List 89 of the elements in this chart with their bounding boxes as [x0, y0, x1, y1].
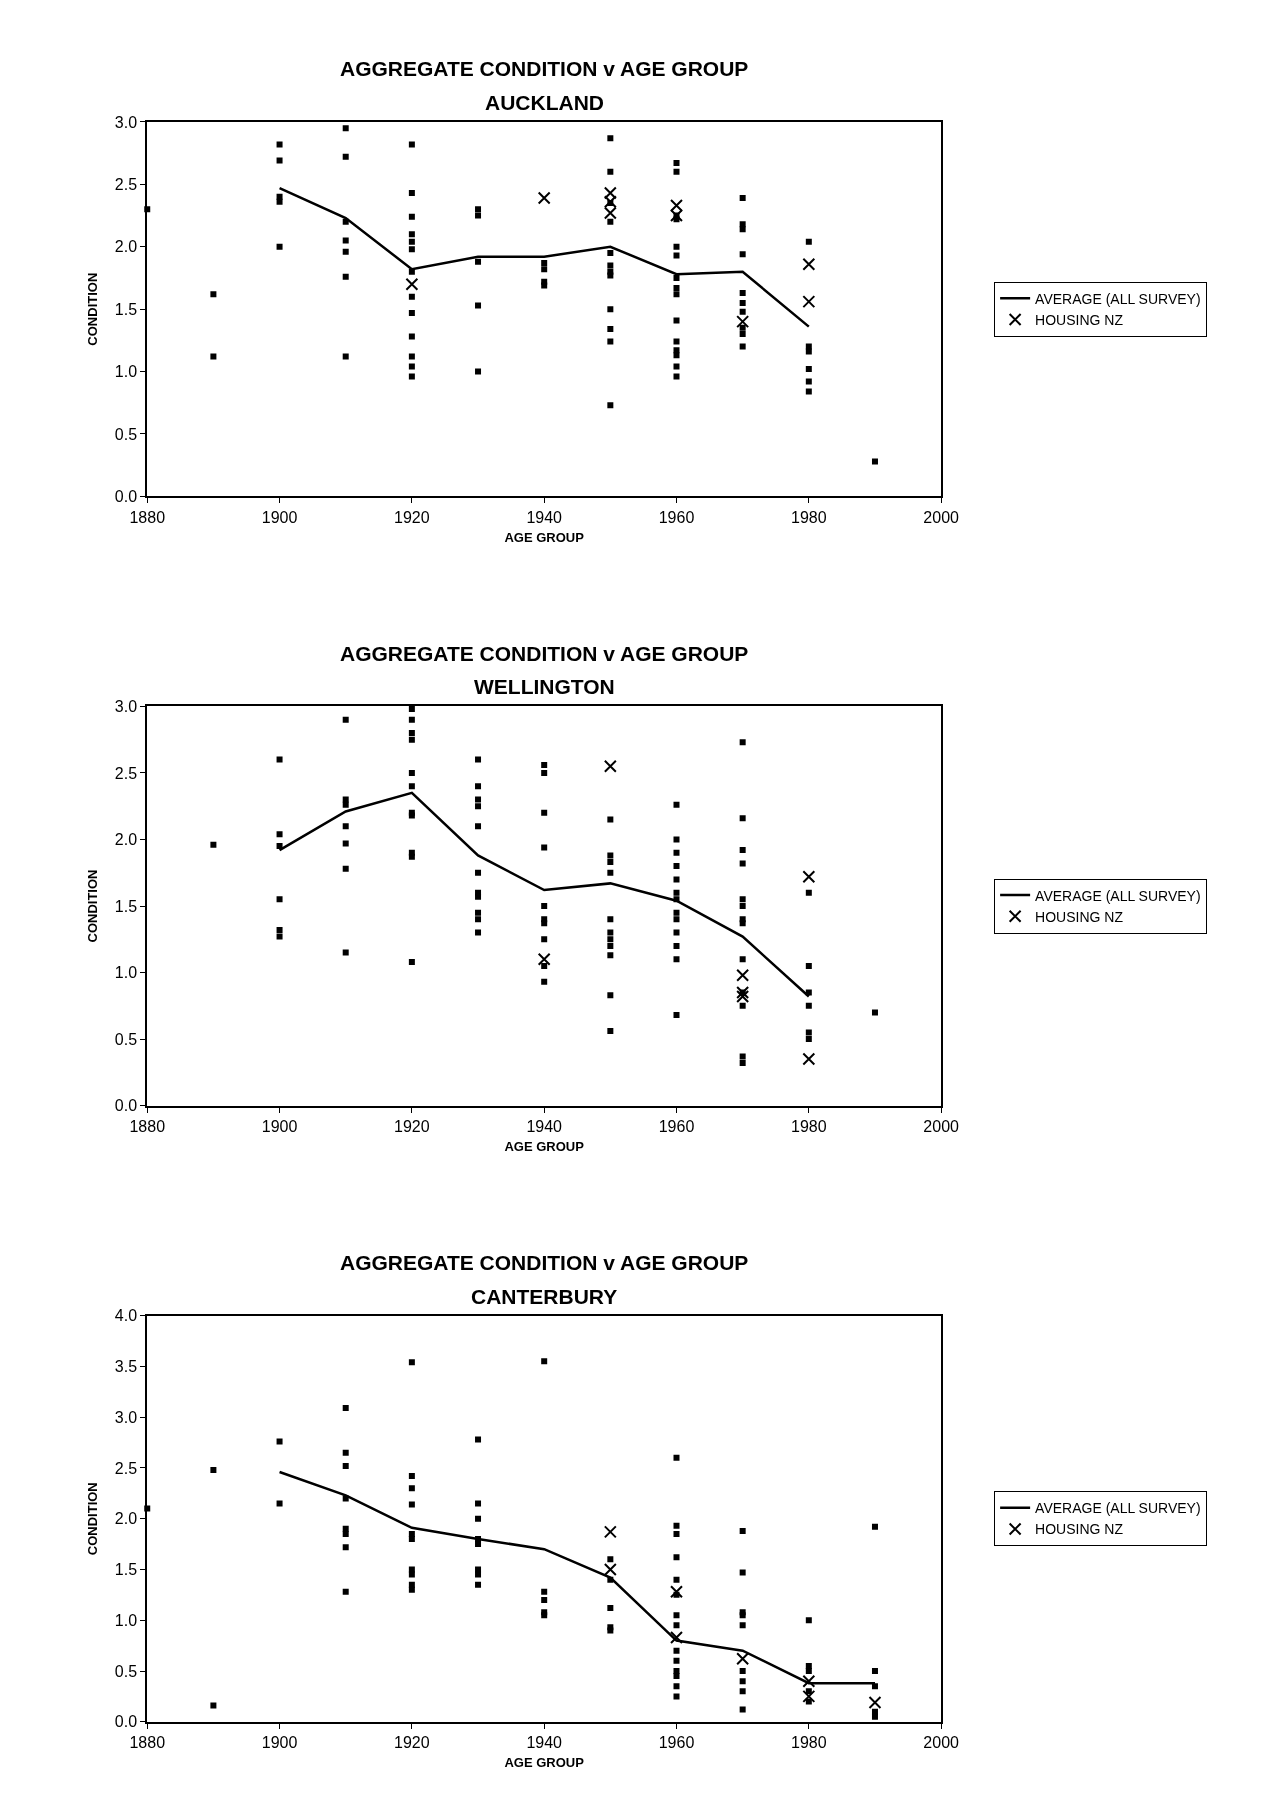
chart-title: AGGREGATE CONDITION v AGE GROUP — [340, 642, 749, 665]
y-tick-label: 3.0 — [114, 113, 138, 131]
point — [736, 1652, 750, 1666]
chart-subtitle: CANTERBURY — [471, 1285, 618, 1308]
x-tick-label: 1980 — [791, 508, 827, 526]
y-tick-label: 1.0 — [114, 964, 138, 982]
y-tick-label: 1.0 — [114, 1611, 138, 1629]
x-axis-title: AGE GROUP — [504, 1755, 585, 1771]
y-tick-label: 0.0 — [114, 487, 138, 505]
point — [802, 1052, 816, 1066]
chart-title: AGGREGATE CONDITION v AGE GROUP — [340, 57, 749, 80]
legend-label: HOUSING NZ — [1035, 1521, 1124, 1538]
point — [670, 1585, 683, 1599]
y-axis-title: CONDITION — [85, 1482, 101, 1556]
x-tick-label: 1900 — [261, 1117, 298, 1135]
x-tick-label: 2000 — [923, 1733, 960, 1751]
y-tick-label: 2.5 — [114, 764, 138, 782]
y-tick-label: 0.5 — [114, 1662, 138, 1680]
x-axis-title: AGE GROUP — [504, 529, 585, 545]
y-tick-label: 2.0 — [114, 831, 138, 849]
y-axis-title: CONDITION — [85, 869, 101, 943]
y-axis-title: CONDITION — [85, 272, 101, 346]
x-tick-label: 1980 — [791, 1733, 827, 1751]
point — [670, 199, 683, 213]
point — [537, 952, 551, 966]
line-series — [278, 791, 811, 998]
point — [802, 870, 816, 884]
point — [736, 986, 750, 999]
point — [736, 968, 750, 982]
point — [603, 1562, 617, 1576]
x-tick-label: 1940 — [526, 1117, 563, 1135]
point — [670, 1631, 683, 1645]
point — [603, 759, 617, 773]
x-tick-label: 1900 — [261, 1733, 298, 1751]
y-tick-label: 1.5 — [114, 300, 138, 318]
y-tick-label: 3.5 — [114, 1358, 138, 1375]
point — [736, 989, 750, 1003]
chart-subtitle: WELLINGTON — [474, 675, 615, 698]
y-tick-label: 2.5 — [114, 1459, 138, 1477]
y-tick-label: 0.5 — [114, 1030, 138, 1048]
point — [802, 257, 816, 271]
point — [670, 209, 683, 223]
x-tick-label: 1960 — [658, 1117, 695, 1135]
x-tick-label: 1960 — [658, 508, 695, 526]
y-tick-label: 3.0 — [114, 697, 138, 715]
chart-subtitle: AUCKLAND — [485, 91, 604, 114]
x-tick-label: 1980 — [791, 1117, 827, 1135]
x-tick-label: 1920 — [394, 508, 430, 526]
y-tick-label: 1.5 — [114, 1561, 138, 1579]
y-tick-label: 0.0 — [114, 1713, 138, 1731]
chart-title: AGGREGATE CONDITION v AGE GROUP — [340, 1251, 749, 1274]
point — [802, 1674, 816, 1688]
point — [603, 186, 617, 200]
legend-label: HOUSING NZ — [1035, 908, 1124, 925]
x-tick-label: 1880 — [129, 1733, 166, 1751]
y-tick-label: 4.0 — [114, 1307, 138, 1325]
y-tick-label: 2.0 — [114, 1510, 138, 1528]
y-tick-label: 1.5 — [114, 897, 138, 915]
y-tick-label: 2.0 — [114, 238, 138, 256]
point — [603, 206, 617, 220]
y-tick-label: 1.0 — [114, 363, 138, 381]
x-axis-title: AGE GROUP — [504, 1138, 585, 1154]
line-series — [278, 186, 811, 328]
x-tick-label: 1880 — [129, 1117, 166, 1135]
y-tick-label: 0.0 — [114, 1097, 138, 1115]
x-tick-label: 2000 — [923, 1117, 960, 1135]
x-tick-label: 1940 — [526, 1733, 563, 1751]
point — [537, 191, 551, 205]
legend-label: AVERAGE (ALL SURVEY) — [1035, 887, 1201, 904]
point — [802, 1689, 816, 1703]
x-tick-label: 2000 — [923, 508, 960, 526]
x-tick-label: 1920 — [394, 1117, 430, 1135]
legend-label: AVERAGE (ALL SURVEY) — [1035, 1500, 1201, 1517]
x-tick-label: 1920 — [394, 1733, 430, 1751]
y-tick-label: 0.5 — [114, 425, 138, 443]
legend-label: AVERAGE (ALL SURVEY) — [1035, 290, 1201, 307]
x-tick-label: 1900 — [261, 508, 298, 526]
point — [603, 1525, 617, 1539]
y-tick-label: 2.5 — [114, 175, 138, 193]
point — [736, 315, 750, 329]
point — [802, 295, 816, 309]
x-tick-label: 1960 — [658, 1733, 695, 1751]
x-tick-label: 1940 — [526, 508, 563, 526]
y-tick-label: 3.0 — [114, 1408, 138, 1426]
point — [868, 1696, 882, 1709]
point — [603, 195, 617, 209]
point — [405, 277, 419, 291]
x-tick-label: 1880 — [129, 508, 166, 526]
legend-label: HOUSING NZ — [1035, 311, 1124, 328]
